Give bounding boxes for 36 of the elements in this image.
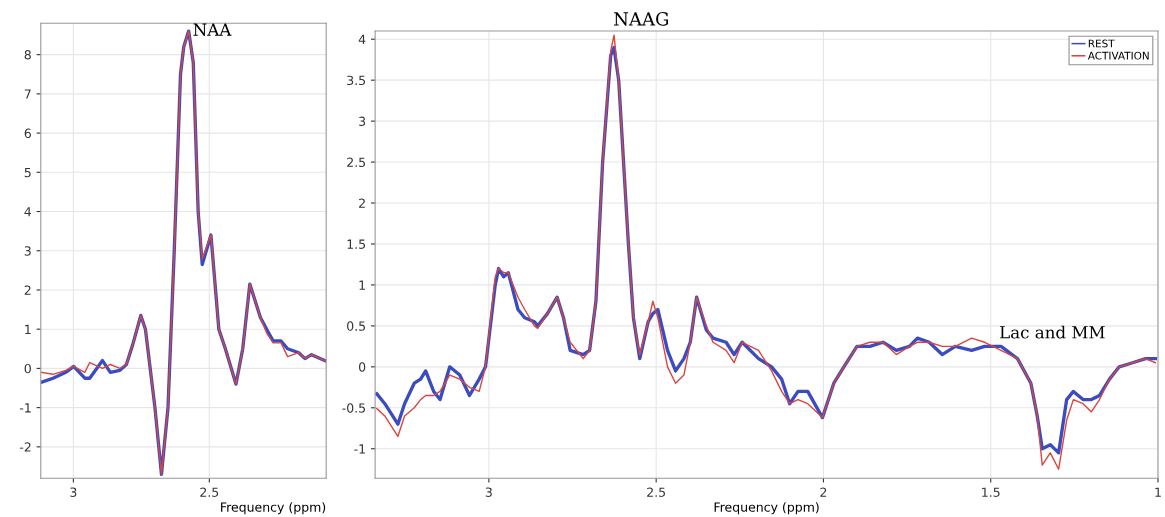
y-tick-label: 6 (24, 128, 31, 139)
y-tick-label: 2.5 (347, 157, 366, 167)
y-tick-label: 3 (359, 116, 366, 127)
annotation: Lac and MM (1000, 325, 1105, 339)
legend-label: ACTIVATION (1087, 51, 1149, 60)
y-tick-label: 2 (359, 198, 365, 208)
y-tick-label: -0.5 (342, 403, 366, 413)
y-tick-label: 0 (24, 363, 31, 374)
x-tick-label: 3 (70, 487, 77, 497)
x-tick-label: 2 (820, 487, 827, 497)
y-tick-label: -1 (19, 403, 31, 413)
legend-label: REST (1088, 39, 1115, 48)
y-tick-label: 0.5 (347, 321, 366, 331)
y-tick-label: 3.5 (347, 75, 366, 86)
y-tick-label: 7 (24, 89, 31, 99)
y-tick-label: 2 (24, 285, 31, 295)
y-tick-label: 1 (25, 324, 31, 334)
chart-title: NAAG (614, 12, 669, 26)
x-tick-label: 2.5 (647, 487, 666, 497)
y-tick-label: 4 (358, 34, 366, 44)
y-tick-label: 4 (24, 207, 32, 217)
y-tick-label: 5 (24, 167, 31, 178)
x-axis-title: Frequency (ppm) (714, 502, 819, 515)
y-tick-label: -2 (19, 442, 31, 452)
x-tick-label: 2.5 (200, 487, 219, 497)
x-tick-label: 1.5 (982, 487, 1000, 497)
annotation: NAA (193, 23, 232, 36)
x-axis-title: Frequency (ppm) (221, 502, 326, 515)
y-tick-label: 0 (358, 362, 366, 372)
y-tick-label: 3 (24, 246, 31, 256)
x-tick-label: 1 (1155, 487, 1161, 497)
y-tick-label: 1.5 (347, 239, 366, 249)
y-tick-label: -1 (354, 444, 365, 454)
x-tick-label: 3 (485, 487, 492, 497)
y-tick-label: 1 (359, 280, 365, 290)
y-tick-label: 8 (24, 50, 31, 60)
